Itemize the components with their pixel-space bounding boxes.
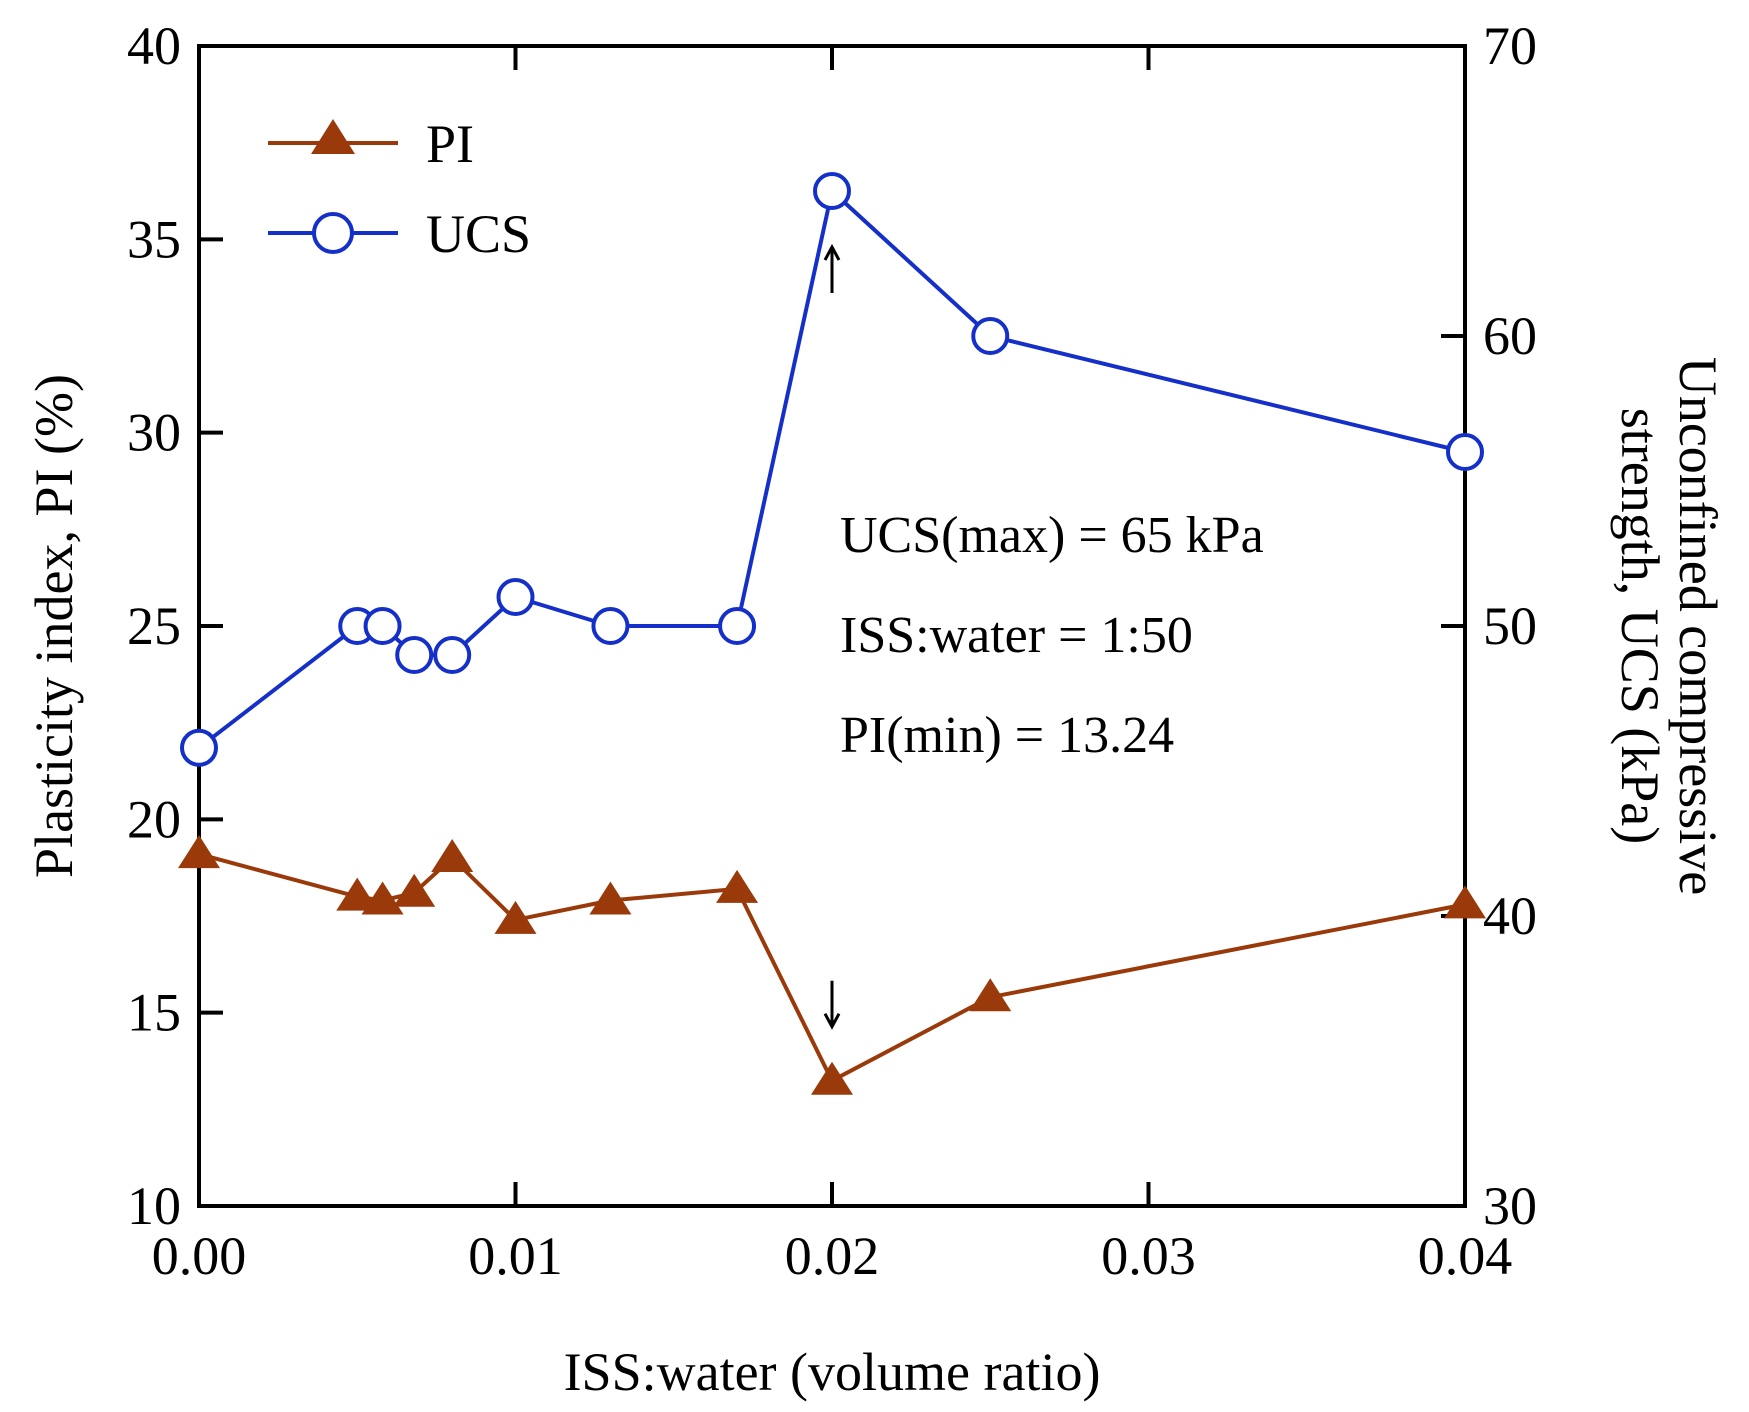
point-ucs-9 (971, 317, 1010, 355)
point-pi-8 (811, 1061, 853, 1095)
y-left-tick-label-1: 15 (127, 983, 181, 1043)
y-right-axis-title-line2: strength, UCS (kPa) (1610, 408, 1670, 844)
point-ucs-4 (433, 636, 472, 674)
y-left-tick-label-0: 10 (127, 1176, 181, 1236)
x-tick-label-0: 0.00 (152, 1226, 247, 1286)
point-pi-4 (431, 839, 474, 872)
ticks: 0.00 0.01 0.02 0.03 0.04 10 15 20 25 30 35 40 30 40 50… (127, 16, 1537, 1286)
legend: PI UCS (268, 114, 531, 264)
point-ucs-10 (1446, 433, 1484, 471)
point-ucs-2 (363, 607, 402, 645)
point-ucs-8 (813, 172, 851, 210)
point-pi-0 (178, 835, 220, 869)
series-markers (178, 172, 1486, 1095)
arrow-head-0 (823, 243, 841, 261)
legend-ucs-marker (312, 212, 354, 254)
point-ucs-7 (718, 607, 757, 645)
y-left-tick-label-3: 25 (127, 596, 181, 656)
point-pi-2 (361, 881, 404, 915)
y-right-tick-label-1: 40 (1483, 886, 1537, 946)
x-tick-label-4: 0.04 (1418, 1226, 1513, 1286)
y-right-tick-label-2: 50 (1483, 596, 1537, 656)
y-right-tick-label-0: 30 (1483, 1176, 1537, 1236)
arrow-head-1 (823, 1013, 841, 1030)
legend-pi-label: PI (426, 114, 474, 174)
point-pi-10 (1444, 885, 1486, 919)
annotation-iss-water: ISS:water = 1:50 (840, 607, 1193, 664)
y-left-tick-label-5: 35 (127, 209, 181, 269)
x-tick-label-3: 0.03 (1101, 1226, 1196, 1286)
y-right-axis-title-line1: Unconfined compressive (1668, 357, 1728, 895)
point-ucs-0 (180, 728, 218, 767)
x-tick-label-2: 0.02 (785, 1226, 880, 1286)
series-line-pi (198, 852, 1466, 1083)
point-pi-9 (969, 978, 1012, 1012)
point-pi-6 (589, 881, 632, 915)
legend-pi-marker (311, 119, 355, 154)
point-pi-1 (336, 877, 379, 911)
annotation-pi-min: PI(min) = 13.24 (840, 707, 1174, 764)
x-tick-label-1: 0.01 (468, 1226, 563, 1286)
legend-ucs-label: UCS (426, 204, 531, 264)
point-pi-3 (393, 873, 436, 907)
x-axis-title: ISS:water (volume ratio) (564, 1342, 1101, 1402)
y-left-axis-title: Plasticity index, PI (%) (24, 374, 84, 878)
arrows (823, 243, 841, 1030)
y-right-tick-label-4: 70 (1483, 16, 1537, 76)
y-right-tick-label-3: 60 (1483, 306, 1537, 366)
point-ucs-5 (496, 578, 535, 616)
point-pi-5 (494, 900, 537, 934)
y-left-tick-label-4: 30 (127, 403, 181, 463)
point-ucs-3 (395, 636, 434, 674)
point-pi-7 (716, 869, 759, 903)
annotation-ucs-max: UCS(max) = 65 kPa (840, 507, 1264, 564)
y-left-tick-label-2: 20 (127, 789, 181, 849)
point-ucs-6 (591, 607, 630, 645)
y-left-tick-label-6: 40 (127, 16, 181, 76)
